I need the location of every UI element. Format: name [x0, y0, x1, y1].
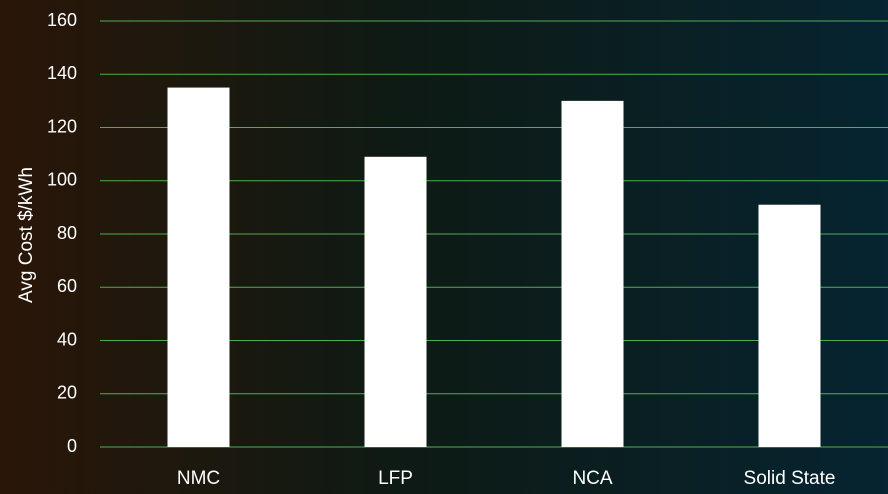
x-tick-label: Solid State	[744, 468, 836, 489]
x-axis-ticks: NMC LFP NCA Solid State	[177, 468, 836, 489]
y-tick-label: 20	[57, 383, 77, 403]
y-tick-label: 120	[47, 116, 77, 136]
bars	[167, 87, 821, 447]
y-tick-label: 100	[47, 170, 77, 190]
x-tick-label: NCA	[572, 468, 612, 489]
y-axis-label: Avg Cost $/kWh	[16, 167, 37, 303]
bar-solid-state	[758, 204, 821, 447]
y-tick-label: 160	[47, 10, 77, 30]
bar-lfp	[364, 156, 427, 447]
y-tick-label: 40	[57, 329, 77, 349]
y-tick-label: 0	[67, 436, 77, 456]
y-tick-label: 80	[57, 223, 77, 243]
bar-nca	[561, 100, 624, 447]
bar-nmc	[167, 87, 230, 447]
y-tick-label: 140	[47, 63, 77, 83]
x-tick-label: NMC	[177, 468, 220, 489]
y-tick-label: 60	[57, 276, 77, 296]
x-tick-label: LFP	[378, 468, 413, 489]
gridlines	[100, 20, 888, 448]
y-axis-ticks: 0 20 40 60 80 100 120 140 160	[47, 10, 77, 456]
